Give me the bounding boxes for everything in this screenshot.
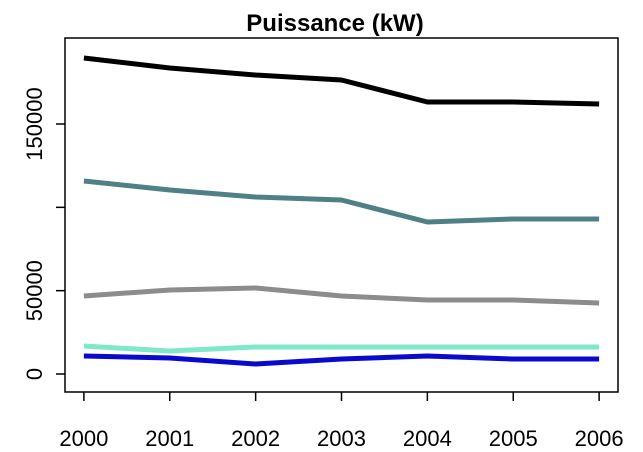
x-tick-label: 2006: [575, 426, 624, 451]
chart-title: Puissance (kW): [246, 10, 423, 37]
y-tick-label: 50000: [22, 260, 47, 321]
x-tick-label: 2001: [145, 426, 194, 451]
x-tick-label: 2003: [317, 426, 366, 451]
x-tick-label: 2004: [403, 426, 452, 451]
y-tick-label: 150000: [22, 87, 47, 160]
y-tick-label: 0: [22, 368, 47, 380]
x-tick-label: 2000: [59, 426, 108, 451]
series-line: [83, 178, 600, 225]
series-line: [83, 285, 600, 306]
x-tick-label: 2002: [231, 426, 280, 451]
series-line: [83, 343, 600, 354]
series-line: [83, 55, 600, 107]
series-line: [83, 353, 600, 367]
plot-box: [64, 37, 619, 393]
x-tick-label: 2005: [489, 426, 538, 451]
